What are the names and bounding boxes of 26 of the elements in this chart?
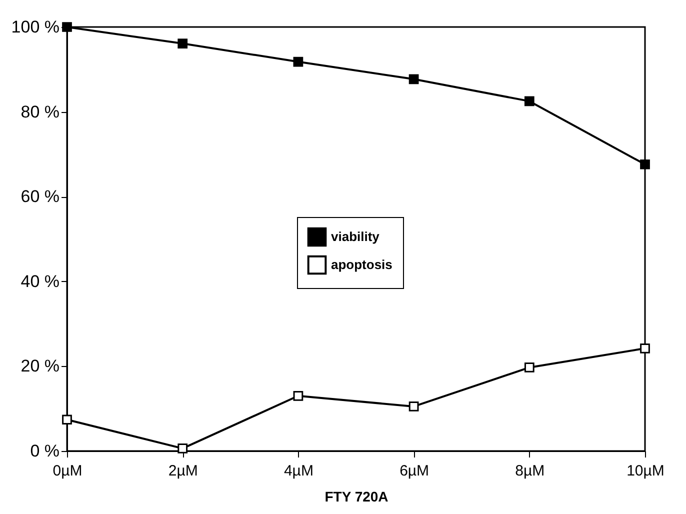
point	[408, 402, 419, 412]
y-tick-label: 0 %	[30, 442, 60, 460]
point	[62, 414, 72, 425]
point	[524, 96, 534, 106]
x-tick-label: 8µM	[515, 462, 545, 480]
legend-label: apoptosis	[331, 257, 392, 272]
point	[640, 343, 650, 354]
x-tick-label: 2µM	[168, 462, 198, 480]
y-tick-label: 20 %	[20, 356, 60, 376]
x-tick-label: 6µM	[400, 462, 430, 480]
point	[408, 74, 419, 84]
y-tick-label: 100 %	[11, 18, 60, 36]
point	[640, 159, 650, 170]
point	[293, 56, 304, 67]
y-tick-label: 40 %	[20, 272, 60, 291]
point	[178, 38, 188, 48]
x-tick-label: 10µM	[626, 462, 664, 480]
point	[178, 444, 188, 454]
point	[293, 390, 304, 401]
point	[524, 362, 534, 372]
x-axis-title: FTY 720A	[324, 488, 388, 504]
y-tick-label: 80 %	[20, 102, 60, 122]
legend-label: viability	[331, 229, 380, 244]
y-tick-label: 60 %	[20, 187, 60, 206]
x-tick-label: 4µM	[284, 462, 314, 480]
x-tick-label: 0µM	[52, 462, 82, 480]
